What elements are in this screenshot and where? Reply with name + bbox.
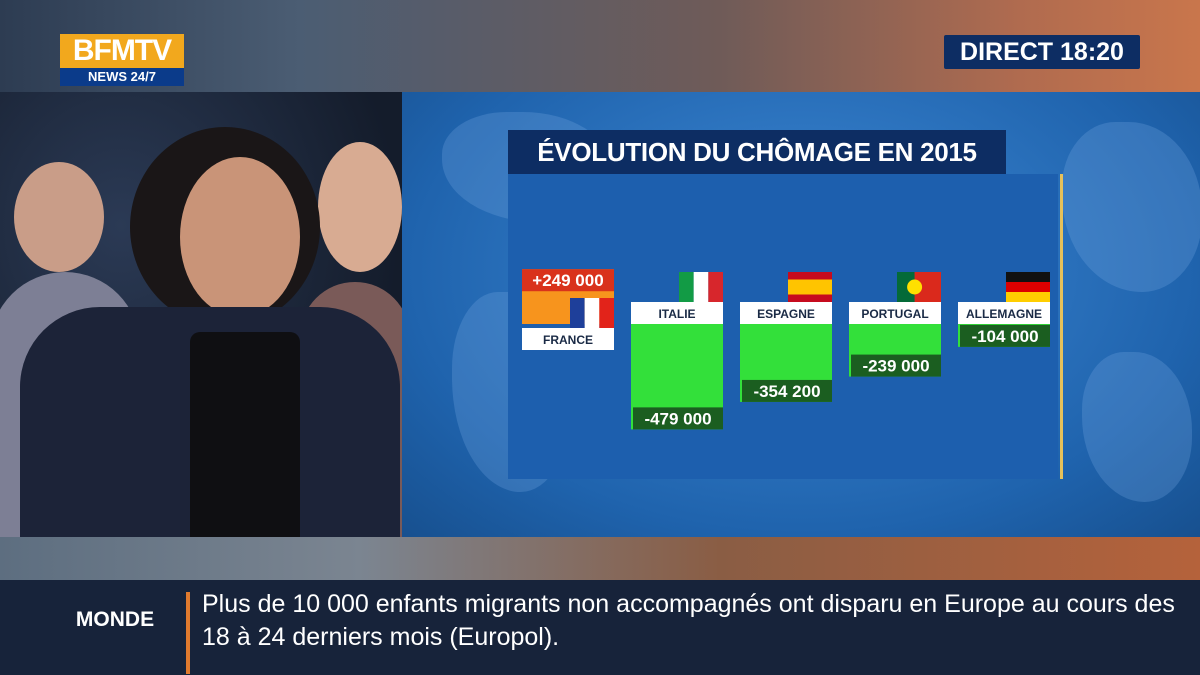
italy-flag-stripe: [708, 272, 723, 302]
studio-video: [0, 92, 402, 537]
blurred-background-strip: [0, 537, 1200, 580]
data-label: -354 200: [753, 382, 820, 401]
chart-title: ÉVOLUTION DU CHÔMAGE EN 2015: [508, 130, 1006, 174]
value-label-bg: [742, 379, 832, 402]
category-label-bg: [740, 302, 832, 324]
bar-chart: FRANCE +249 000 ITALIE -479 000 ESPAGNE -354 …: [522, 269, 1050, 430]
category-label: ESPAGNE: [757, 307, 815, 321]
category-label-bg: [958, 302, 1050, 324]
germany-flag-stripe: [1006, 292, 1050, 302]
map-shape: [1082, 352, 1192, 502]
germany-flag-stripe: [1006, 272, 1050, 282]
category-label: PORTUGAL: [861, 307, 928, 321]
category-label-bg: [631, 302, 723, 324]
spain-flag-stripe: [788, 294, 832, 302]
news-ticker: [0, 580, 1200, 675]
data-label: -479 000: [644, 409, 711, 428]
spain-flag-stripe: [788, 272, 832, 280]
map-shape: [1062, 122, 1200, 292]
italy-flag-stripe: [679, 272, 694, 302]
france-flag-stripe: [599, 298, 614, 328]
channel-logo: BFMTV NEWS 24/7: [60, 34, 184, 86]
value-label-bg: [851, 354, 941, 377]
category-label-bg: [849, 302, 941, 324]
logo-main: BFMTV: [60, 34, 184, 68]
data-label: -104 000: [971, 327, 1038, 346]
spain-flag-stripe: [788, 279, 832, 295]
germany-flag-stripe: [1006, 282, 1050, 292]
ticker-headline: Plus de 10 000 enfants migrants non acco…: [202, 590, 1175, 651]
category-label: ALLEMAGNE: [966, 307, 1042, 321]
speaker-face: [180, 157, 300, 317]
france-flag-stripe: [584, 298, 600, 328]
ticker-category: MONDE: [75, 608, 155, 631]
chart-divider: [1060, 174, 1063, 479]
background-person-right: [318, 142, 402, 272]
live-badge: DIRECT 18:20: [944, 35, 1140, 69]
logo-sub: NEWS 24/7: [60, 68, 184, 86]
ticker-separator: [186, 592, 190, 674]
value-label-bg: [960, 324, 1050, 347]
background-person-left: [14, 162, 104, 272]
category-label-bg: [522, 328, 614, 350]
category-label: ITALIE: [658, 307, 695, 321]
category-label: FRANCE: [543, 333, 593, 347]
portugal-flag-emblem: [907, 279, 923, 295]
value-label-bg: [522, 269, 614, 292]
speaker-shirt: [190, 332, 300, 537]
italy-flag-stripe: [693, 272, 709, 302]
data-label: +249 000: [532, 271, 603, 290]
france-flag-stripe: [570, 298, 585, 328]
value-label-bg: [633, 407, 723, 430]
portugal-flag-stripe: [897, 272, 915, 302]
data-label: -239 000: [862, 357, 929, 376]
